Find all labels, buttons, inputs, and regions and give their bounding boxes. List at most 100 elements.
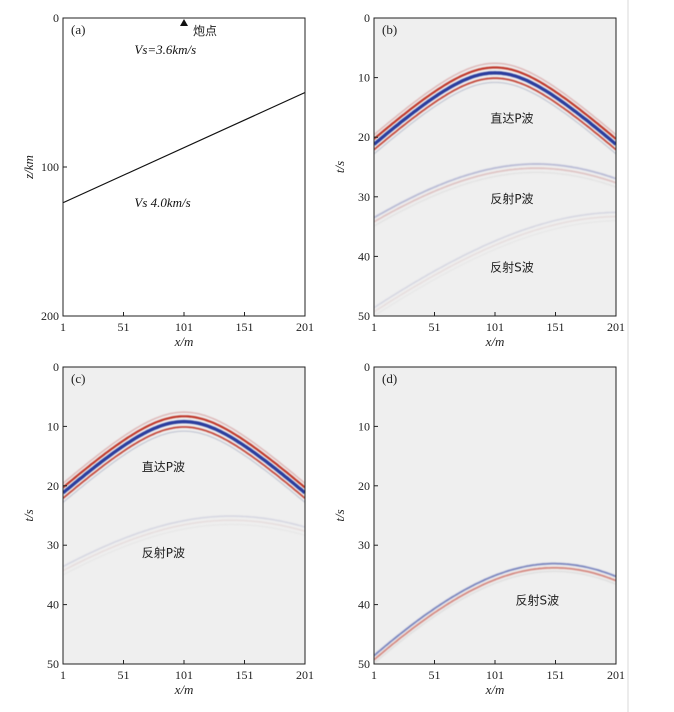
plot-area [374,562,616,664]
panel-label: (b) [382,22,397,37]
y-tick-label: 50 [358,309,370,323]
panel-label: (a) [71,22,85,37]
source-label: 炮点 [193,24,217,38]
event-label: 反射S波 [490,259,534,274]
x-axis-label: x/m [485,334,505,349]
event-wavelet-line [374,216,616,313]
x-tick-label: 51 [429,668,441,682]
y-tick-label: 40 [358,249,370,263]
x-axis-label: x/m [485,682,505,697]
event-wavelet-line [374,81,616,155]
upper-velocity-label: Vs=3.6km/s [134,42,196,57]
x-tick-label: 101 [486,668,504,682]
event-wavelet-line [63,411,305,485]
event-wavelet-line [374,567,616,661]
y-tick-label: 0 [364,360,370,374]
event-wavelet-line [374,220,616,316]
y-tick-label: 20 [358,479,370,493]
x-tick-label: 51 [118,320,130,334]
event-wavelet-line [374,66,616,140]
x-tick-label: 101 [175,320,193,334]
y-tick-label: 200 [41,309,59,323]
x-axis-label: x/m [174,334,194,349]
y-axis-label: t/s [332,509,347,521]
panel-label: (c) [71,371,85,386]
x-tick-label: 151 [236,668,254,682]
y-tick-label: 10 [358,71,370,85]
event-wavelet-line [374,71,616,146]
x-tick-label: 51 [429,320,441,334]
x-tick-label: 201 [296,320,314,334]
x-tick-label: 151 [547,668,565,682]
event-wavelet-line [374,62,616,136]
event-wavelet-line [374,570,616,664]
event-wavelet-line [374,211,616,309]
y-tick-label: 30 [358,538,370,552]
plot-area [63,411,305,576]
event-wavelet-line [63,419,305,495]
x-tick-label: 1 [371,668,377,682]
event-wavelet-line [63,523,305,576]
event-1 [374,562,616,664]
x-tick-label: 201 [607,668,625,682]
y-tick-label: 40 [358,598,370,612]
x-tick-label: 51 [118,668,130,682]
y-tick-label: 40 [47,598,59,612]
event-wavelet-line [374,163,616,219]
y-tick-label: 0 [53,11,59,25]
event-wavelet-line [374,171,616,227]
y-tick-label: 20 [47,479,59,493]
y-tick-label: 20 [358,130,370,144]
source-triangle-icon [180,19,188,26]
event-wavelet-line [374,562,616,657]
y-axis-label: t/s [21,509,36,521]
event-2 [63,515,305,576]
plot-background [63,18,305,316]
event-label: 反射S波 [516,593,560,608]
y-tick-label: 10 [47,419,59,433]
event-wavelet-line [374,167,616,223]
plot-area [63,91,305,204]
y-tick-label: 10 [358,419,370,433]
event-wavelet-line [374,77,616,151]
y-axis-label: t/s [332,161,347,173]
event-2 [374,163,616,227]
event-wavelet-line [63,515,305,568]
event-1 [374,62,616,155]
y-tick-label: 0 [364,11,370,25]
panel-label: (d) [382,371,397,386]
y-tick-label: 30 [47,538,59,552]
y-tick-label: 50 [358,657,370,671]
x-axis-label: x/m [174,682,194,697]
event-label: 直达P波 [142,460,185,474]
event-label: 反射P波 [142,545,185,560]
event-1 [63,411,305,503]
y-tick-label: 30 [358,190,370,204]
lower-velocity-label: Vs 4.0km/s [134,195,190,210]
event-wavelet-line [63,426,305,499]
event-wavelet-line [63,519,305,572]
y-axis-label: z/km [21,155,36,180]
y-tick-label: 100 [41,160,59,174]
event-label: 直达P波 [490,111,533,125]
x-tick-label: 151 [547,320,565,334]
event-3 [374,211,616,316]
y-tick-label: 50 [47,657,59,671]
event-wavelet-line [63,430,305,503]
x-tick-label: 1 [60,320,66,334]
x-tick-label: 1 [371,320,377,334]
x-tick-label: 151 [236,320,254,334]
x-tick-label: 101 [486,320,504,334]
x-tick-label: 201 [607,320,625,334]
event-wavelet-line [63,415,305,489]
x-tick-label: 1 [60,668,66,682]
event-label: 反射P波 [490,191,533,206]
y-tick-label: 0 [53,360,59,374]
layer-interface-line [63,91,305,204]
plot-background [374,367,616,664]
